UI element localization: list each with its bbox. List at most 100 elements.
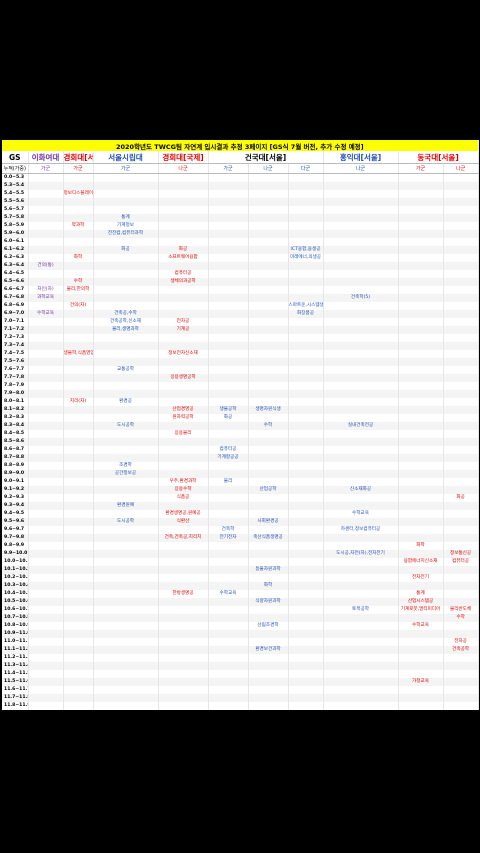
cell bbox=[398, 470, 444, 478]
cell bbox=[158, 598, 209, 606]
range-cell: 8.4~8.5 bbox=[2, 430, 29, 438]
sheet-title: 2020학년도 TWCG팀 자연계 입시결과 추정 3페이지 [GS식 7월 버… bbox=[2, 140, 479, 151]
cell: 산업경영공 bbox=[158, 406, 209, 414]
cell bbox=[93, 414, 159, 422]
cell: 전전컴,컴퓨터과학 bbox=[93, 230, 159, 238]
cell bbox=[28, 574, 64, 582]
cell bbox=[288, 414, 324, 422]
range-cell: 6.7~6.8 bbox=[2, 294, 29, 302]
cell bbox=[323, 334, 399, 342]
cell bbox=[398, 414, 444, 422]
table-row: 9.3~9.4 환경원예 bbox=[2, 502, 479, 510]
cell: 화장품공 bbox=[288, 310, 324, 318]
table-row: 9.8~9.9 화학 bbox=[2, 542, 479, 550]
table-row: 10.1~10.2 동물자원과학 bbox=[2, 566, 479, 574]
cell bbox=[398, 182, 444, 190]
cell: 축산식품생명공 bbox=[248, 534, 289, 542]
cell bbox=[208, 382, 249, 390]
cell bbox=[28, 358, 64, 366]
table-row: 5.3~5.4 bbox=[2, 182, 479, 190]
range-cell: 10.2~10.3 bbox=[2, 574, 29, 582]
cell bbox=[28, 206, 64, 214]
cell bbox=[398, 206, 444, 214]
cell bbox=[288, 646, 324, 654]
cell bbox=[443, 318, 479, 326]
cell bbox=[208, 173, 249, 182]
cell bbox=[28, 190, 64, 198]
cell bbox=[443, 230, 479, 238]
range-cell: 10.3~10.4 bbox=[2, 582, 29, 590]
cell bbox=[63, 342, 94, 350]
cell bbox=[398, 390, 444, 398]
cell: 우주,환경과학 bbox=[158, 478, 209, 486]
cell bbox=[443, 173, 479, 182]
cell bbox=[208, 326, 249, 334]
table-row: 11.0~11.1 전자공 bbox=[2, 638, 479, 646]
cell bbox=[208, 502, 249, 510]
table-row: 8.6~8.7 컴퓨터공 bbox=[2, 446, 479, 454]
cell bbox=[288, 526, 324, 534]
cell bbox=[248, 638, 289, 646]
cell bbox=[28, 470, 64, 478]
range-cell: 6.1~6.2 bbox=[2, 246, 29, 254]
cell bbox=[323, 398, 399, 406]
cell bbox=[323, 702, 399, 710]
cell bbox=[93, 630, 159, 638]
cell bbox=[28, 614, 64, 622]
cell bbox=[93, 238, 159, 246]
cell bbox=[323, 686, 399, 694]
cell bbox=[288, 622, 324, 630]
cell bbox=[398, 318, 444, 326]
cell bbox=[63, 406, 94, 414]
table-row: 8.7~8.8 기계항공공 bbox=[2, 454, 479, 462]
cell bbox=[288, 406, 324, 414]
cell bbox=[398, 550, 444, 558]
cell: 건축공학,신소재 bbox=[93, 318, 159, 326]
cell bbox=[63, 598, 94, 606]
cell bbox=[443, 430, 479, 438]
cell bbox=[208, 310, 249, 318]
cell bbox=[248, 230, 289, 238]
cell bbox=[323, 430, 399, 438]
cell bbox=[398, 686, 444, 694]
cell bbox=[93, 430, 159, 438]
table-row: 11.5~11.6 가정교육 bbox=[2, 678, 479, 686]
cell bbox=[398, 646, 444, 654]
cell: 카센터,정보컴퓨터공 bbox=[323, 526, 399, 534]
cell bbox=[288, 598, 324, 606]
cell bbox=[323, 694, 399, 702]
cell bbox=[398, 278, 444, 286]
cell bbox=[63, 558, 94, 566]
table-row: 11.8~11.9 bbox=[2, 702, 479, 710]
range-cell: 11.6~11.7 bbox=[2, 686, 29, 694]
cell bbox=[248, 182, 289, 190]
spreadsheet: 2020학년도 TWCG팀 자연계 입시결과 추정 3페이지 [GS식 7월 버… bbox=[2, 140, 479, 710]
cell bbox=[208, 302, 249, 310]
cell: 동물자원과학 bbox=[248, 566, 289, 574]
cell bbox=[443, 214, 479, 222]
cell bbox=[93, 486, 159, 494]
cell bbox=[28, 462, 64, 470]
cell: 신소재화공 bbox=[323, 486, 399, 494]
range-cell: 9.8~9.9 bbox=[2, 542, 29, 550]
cell bbox=[93, 550, 159, 558]
cell bbox=[93, 198, 159, 206]
cell: 정보디스플레이 bbox=[63, 190, 94, 198]
cell bbox=[323, 582, 399, 590]
column-header: 누적(가중) bbox=[2, 163, 29, 174]
cell bbox=[63, 270, 94, 278]
cell bbox=[288, 494, 324, 502]
table-row: 7.9~8.0 bbox=[2, 390, 479, 398]
column-header: 가군 bbox=[398, 163, 444, 174]
cell bbox=[208, 390, 249, 398]
table-row: 7.8~7.9 bbox=[2, 382, 479, 390]
cell bbox=[323, 310, 399, 318]
range-cell: 7.4~7.5 bbox=[2, 350, 29, 358]
cell bbox=[443, 518, 479, 526]
cell: 산업시스템공 bbox=[398, 598, 444, 606]
cell bbox=[93, 494, 159, 502]
cell: 산림조경학 bbox=[248, 622, 289, 630]
cell bbox=[28, 334, 64, 342]
cell: 물리 bbox=[208, 478, 249, 486]
range-cell: 11.8~11.9 bbox=[2, 702, 29, 710]
